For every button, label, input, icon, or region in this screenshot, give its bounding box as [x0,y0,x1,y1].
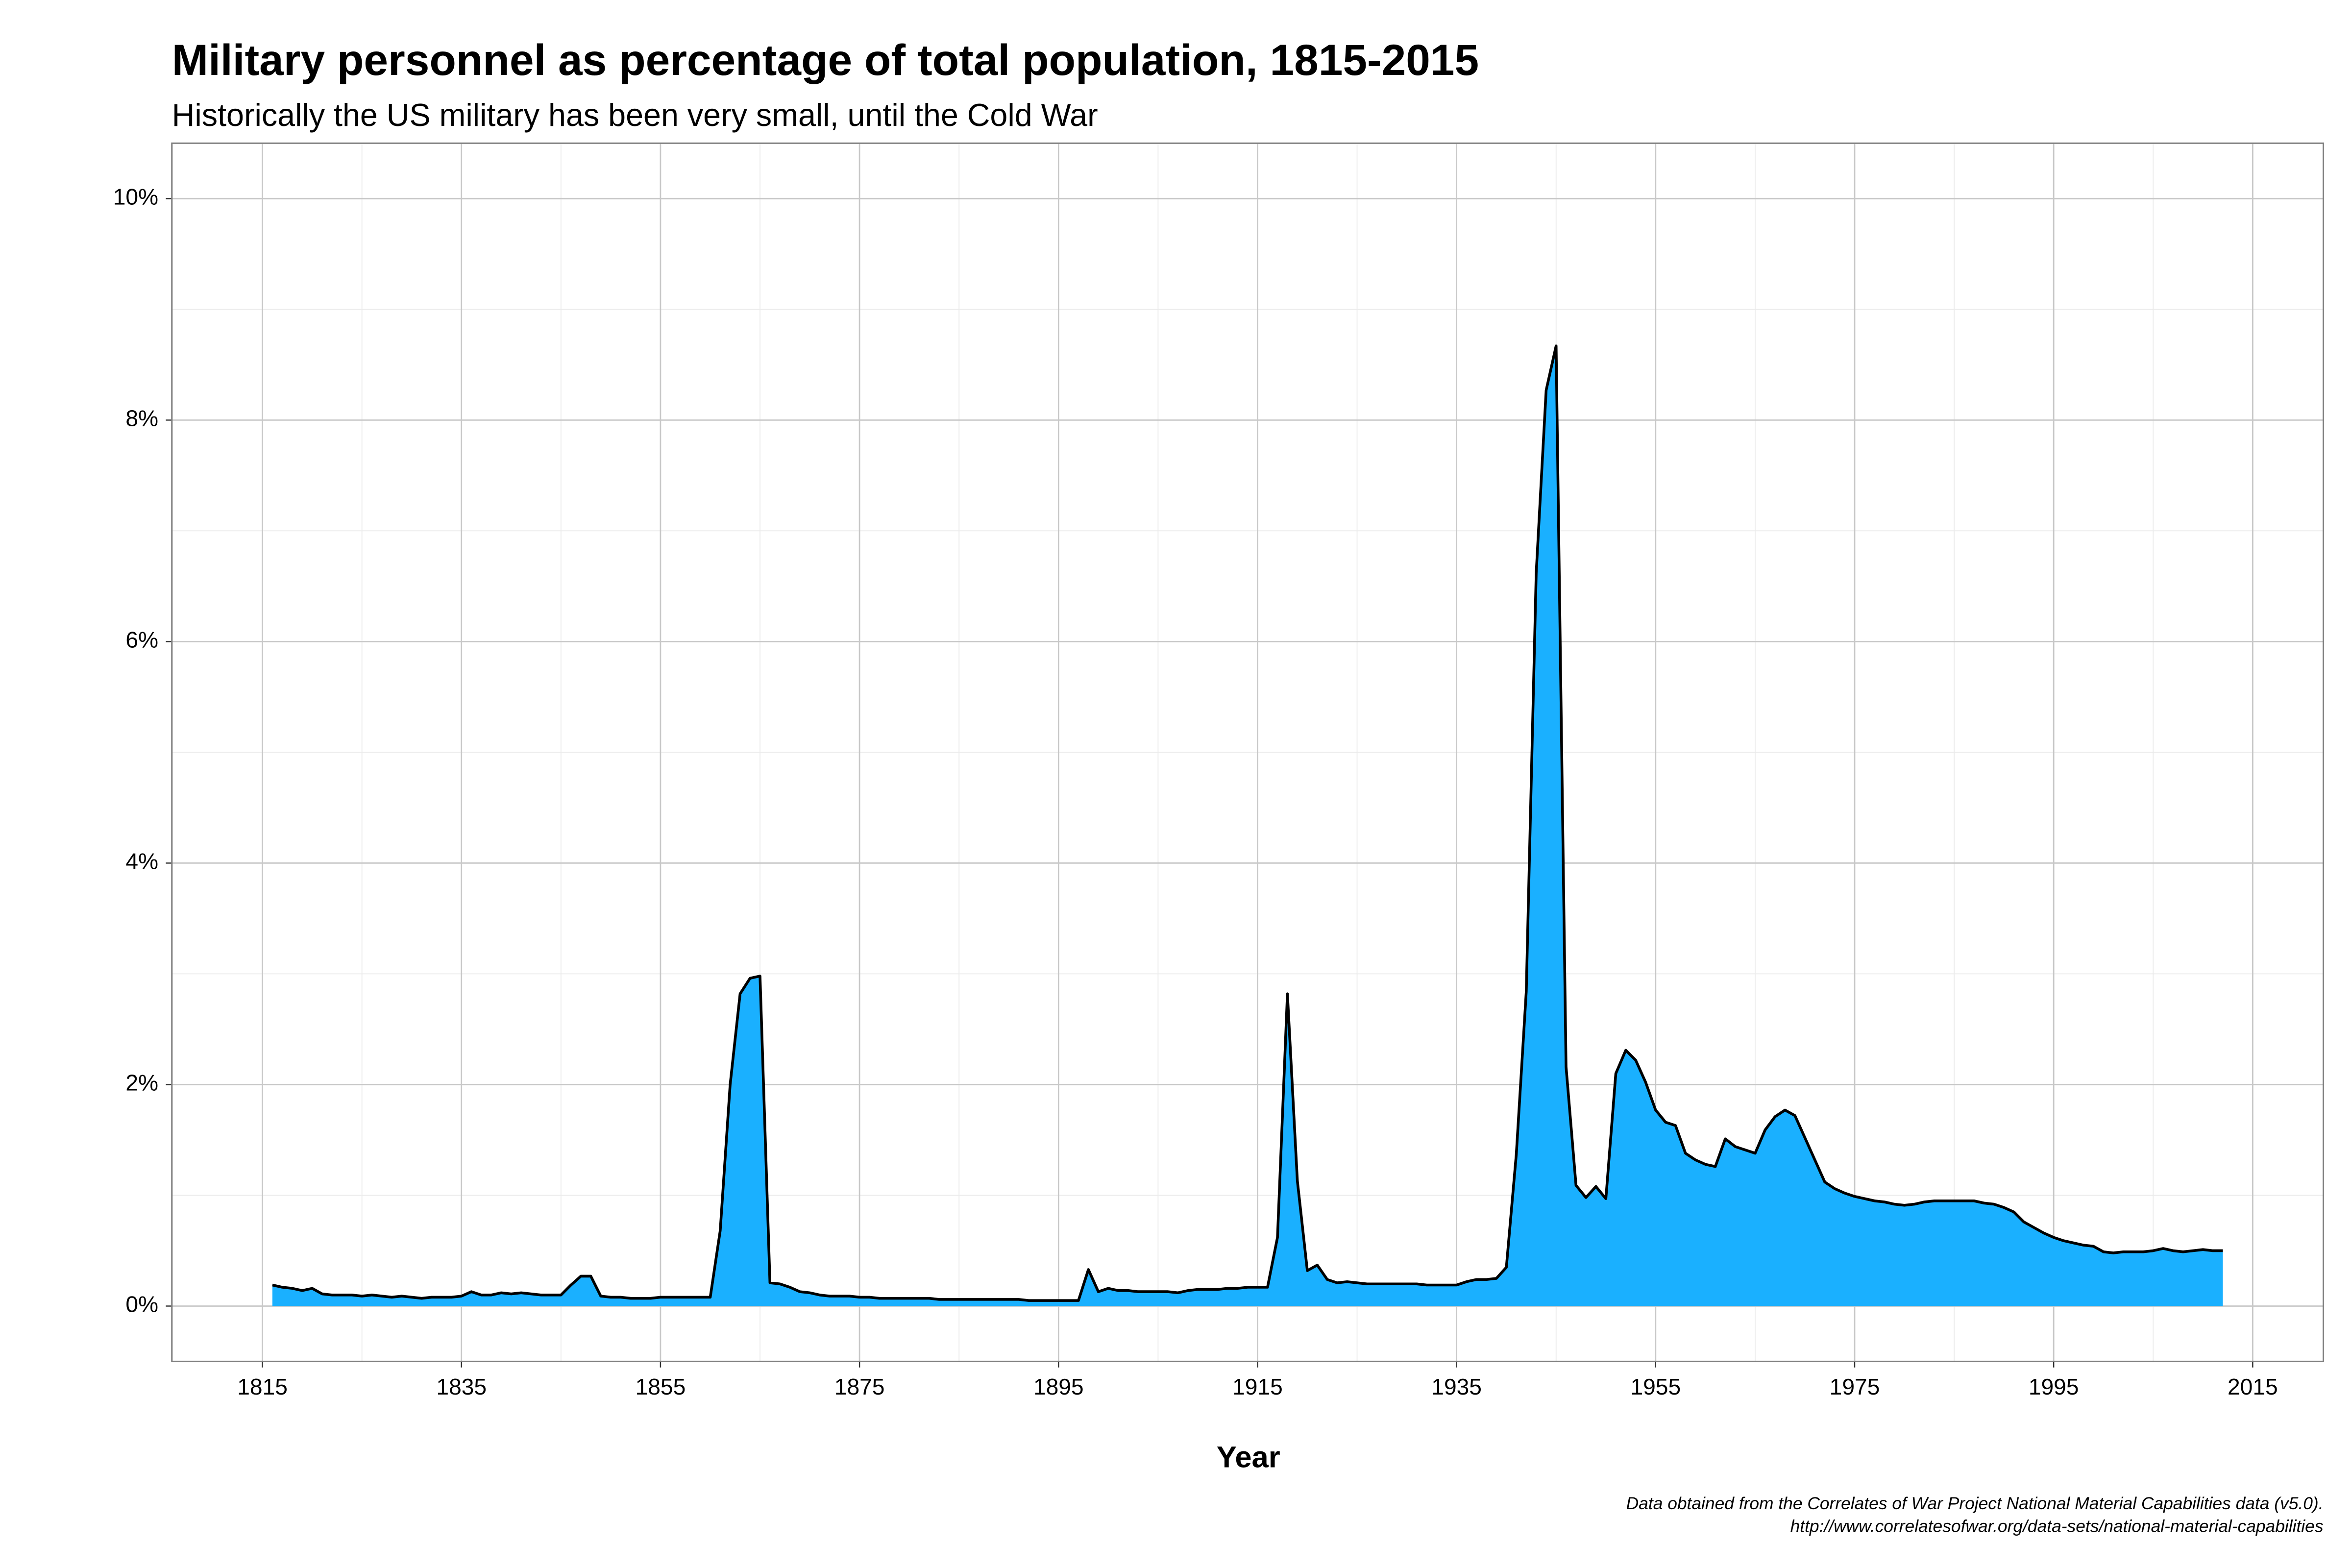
x-tick-label: 1855 [636,1374,686,1399]
y-tick-label: 8% [125,406,158,431]
line [272,344,2223,1302]
x-tick-label: 1835 [436,1374,487,1399]
area [272,345,2223,1306]
x-tick-label: 1815 [237,1374,288,1399]
chart-title: Military personnel as percentage of tota… [172,35,1479,84]
caption: http://www.correlatesofwar.org/data-sets… [1790,1517,2324,1536]
y-tick-label: 0% [125,1292,158,1317]
plot-border [171,142,2325,1362]
x-tick-label: 1875 [834,1374,885,1399]
x-axis-title: Year [1217,1441,1280,1474]
x-tick-label: 2015 [2228,1374,2278,1399]
chart-subtitle: Historically the US military has been ve… [172,98,1098,133]
y-tick-label: 2% [125,1070,158,1096]
x-tick-label: 1895 [1033,1374,1084,1399]
x-tick-label: 1995 [2029,1374,2079,1399]
y-tick-label: 10% [113,184,158,210]
y-tick-label: 4% [125,849,158,874]
x-tick-label: 1955 [1630,1374,1681,1399]
caption: Data obtained from the Correlates of War… [1626,1494,2324,1513]
x-tick-label: 1975 [1830,1374,1880,1399]
x-tick-label: 1915 [1232,1374,1283,1399]
x-tick-label: 1935 [1431,1374,1482,1399]
y-tick-label: 6% [125,627,158,653]
